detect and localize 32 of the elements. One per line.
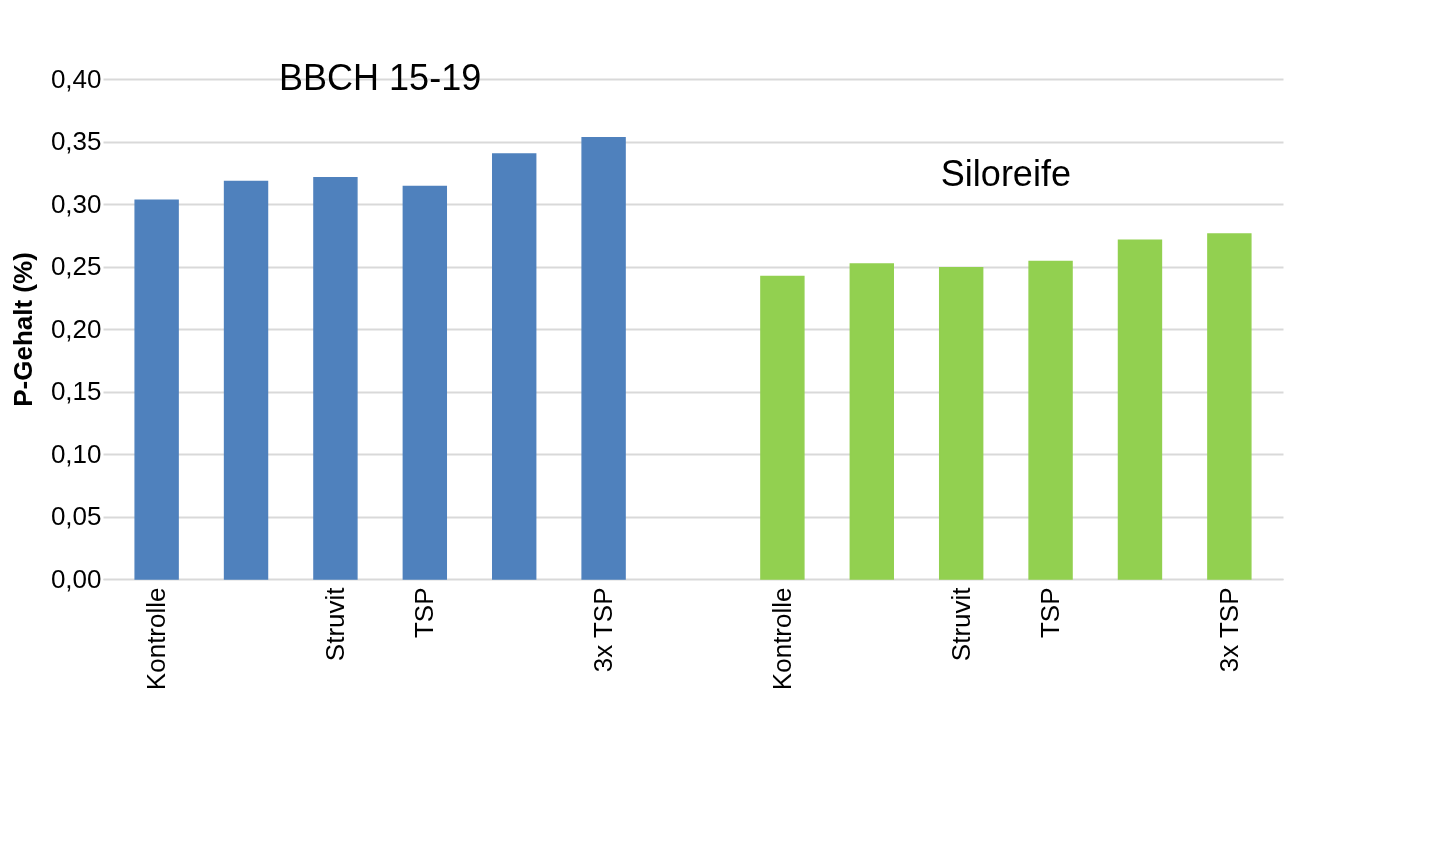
bar <box>492 153 537 580</box>
bar <box>581 137 626 580</box>
x-tick-label: Struvit <box>319 586 350 662</box>
y-tick-label: 0,25 <box>50 251 102 281</box>
y-axis-title: P-Gehalt (%) <box>7 252 38 407</box>
x-tick-label: 3x TSP <box>1213 587 1244 673</box>
x-tick-label: TSP <box>409 587 440 639</box>
y-tick-label: 0,35 <box>50 126 102 156</box>
bar <box>760 275 805 580</box>
bar <box>849 263 894 580</box>
y-tick-label: 0,00 <box>50 563 102 594</box>
x-tick-label: Kontrolle <box>766 587 797 691</box>
y-tick-label: 0,40 <box>50 63 102 94</box>
x-tick-label: Struvit <box>945 586 976 662</box>
series-label: BBCH 15-19 <box>279 56 482 98</box>
y-tick-label: 0,15 <box>50 376 102 406</box>
bar <box>1207 233 1252 580</box>
bar <box>313 177 358 580</box>
y-tick-label: 0,30 <box>50 188 102 219</box>
x-tick-label: Kontrolle <box>141 587 172 691</box>
x-tick-label: 3x TSP <box>588 587 619 673</box>
bar <box>1117 239 1163 580</box>
y-tick-label: 0,10 <box>50 438 102 469</box>
bar <box>223 180 269 580</box>
bar <box>402 185 448 580</box>
bar <box>134 199 179 580</box>
x-tick-label: TSP <box>1035 587 1066 639</box>
y-tick-label: 0,05 <box>50 501 102 531</box>
y-tick-label: 0,20 <box>50 313 102 344</box>
series-label: Siloreife <box>940 153 1071 194</box>
bar <box>938 267 984 580</box>
bar <box>1028 260 1073 580</box>
